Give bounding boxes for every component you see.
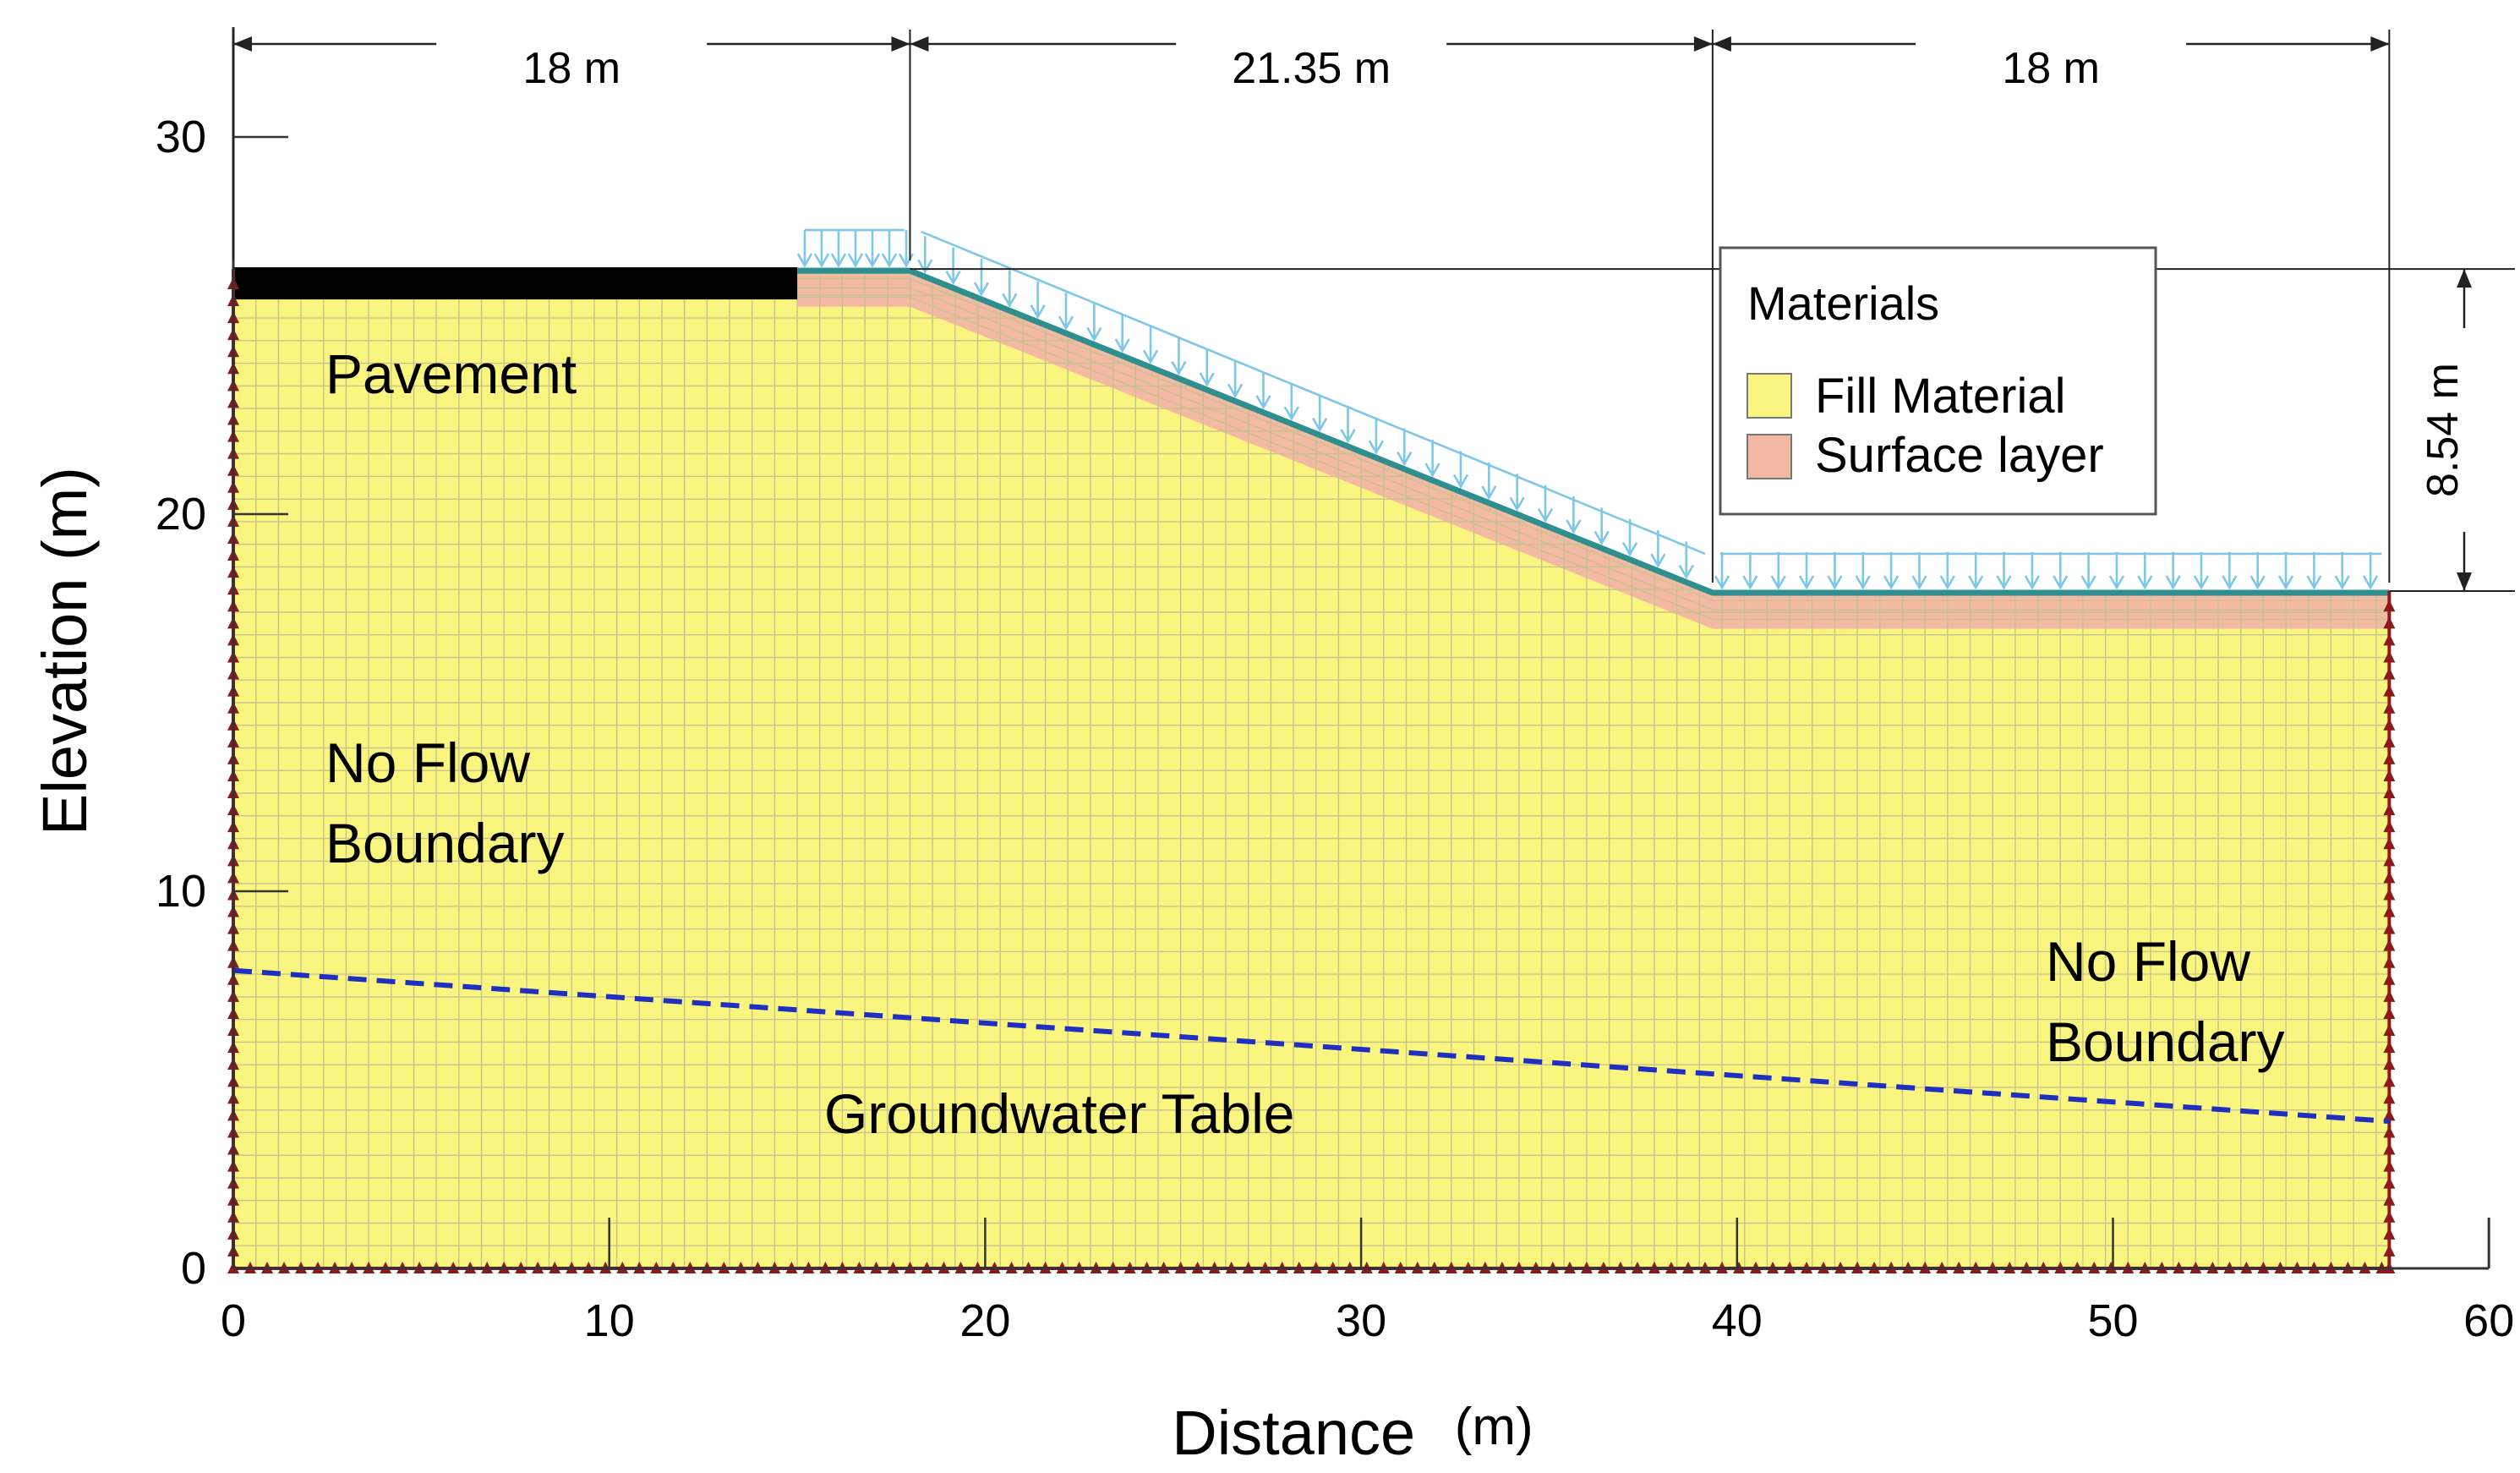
legend-title: Materials [1747,277,1939,330]
x-tick-label: 30 [1336,1295,1386,1346]
no-flow-right-label-line2: Boundary [2046,1010,2285,1073]
ground-surface-line [797,267,2390,596]
dimension-slope-width: 21.35 m [1232,44,1391,93]
x-axis-title: Distance (m) [1172,1398,1533,1468]
y-axis-title: Elevation (m) [30,467,100,835]
y-tick-label: 30 [156,112,206,162]
dimension-arrowhead [1693,36,1713,52]
groundwater-dashed-line [232,967,2390,1125]
flux-line-slope [921,230,1706,556]
dimension-right-width: 18 m [2002,44,2100,93]
pavement-label: Pavement [325,342,577,405]
x-tick-label: 50 [2087,1295,2138,1346]
y-tick-label: 0 [181,1243,206,1294]
x-tick-label: 20 [959,1295,1010,1346]
pavement-block [233,267,798,300]
legend-swatch-fill-material [1747,373,1792,419]
ground-surface-polyline [797,267,2390,596]
height-arrowhead [2457,269,2472,288]
groundwater-label: Groundwater Table [824,1082,1294,1145]
dimension-arrowhead [1712,36,1731,52]
no-flow-left-label-line1: No Flow [325,731,530,794]
legend-swatch-surface-layer [1747,434,1792,479]
no-flow-right-label-line1: No Flow [2046,930,2250,993]
x-axis-ticks: 0 10 20 30 40 50 60 [221,1218,2514,1346]
y-tick-label: 10 [156,866,206,917]
x-axis-title-text: Distance [1172,1398,1415,1468]
dimension-arrowhead [910,36,929,52]
x-tick-label: 10 [584,1295,635,1346]
groundwater-table-line [232,967,2390,1125]
x-tick-label: 60 [2463,1295,2514,1346]
materials-legend: Materials Fill Material Surface layer [1719,246,2157,516]
legend-entry-surface-layer: Surface layer [1815,428,2104,483]
x-axis-title-unit: (m) [1455,1398,1533,1456]
no-flow-left-label-line2: Boundary [325,812,565,874]
legend-entry-fill-material: Fill Material [1815,369,2066,424]
pavement-rect [233,267,798,300]
y-axis-ticks: 0 10 20 30 [156,112,288,1294]
fill-body [233,269,2390,1269]
legend-box [1719,246,2157,516]
x-tick-label: 0 [221,1295,246,1346]
surface-flux-arrows [796,228,2382,590]
dimension-left-width: 18 m [522,44,620,93]
dimension-lines [232,30,2515,592]
x-tick-label: 40 [1712,1295,1763,1346]
flux-arrows [796,230,2379,590]
dimension-arrowhead [233,36,252,52]
dimension-arrowhead [2370,36,2390,52]
dimension-height: 8.54 m [2419,363,2468,497]
height-arrowhead [2457,572,2472,591]
y-tick-label: 20 [156,489,206,539]
fill-material-region [233,269,2390,1269]
dimension-arrowhead [891,36,910,52]
